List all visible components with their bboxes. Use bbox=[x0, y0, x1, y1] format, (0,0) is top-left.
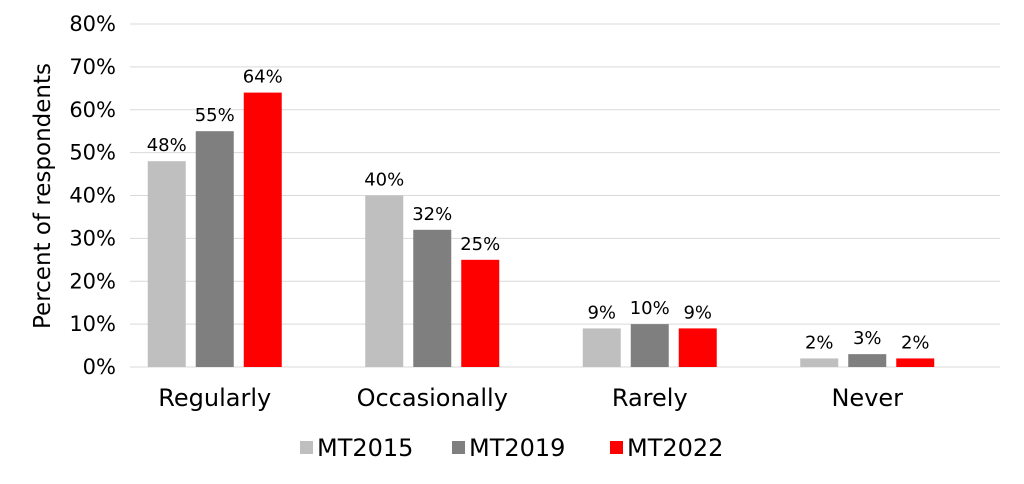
category-label: Regularly bbox=[158, 384, 271, 412]
legend-label-mt2015: MT2015 bbox=[317, 434, 413, 462]
y-tick-label: 70% bbox=[69, 55, 116, 79]
y-tick-label: 30% bbox=[69, 226, 116, 250]
bar-mt2015-occasionally bbox=[365, 195, 404, 367]
legend-swatch-mt2019 bbox=[452, 441, 465, 454]
bars bbox=[147, 92, 935, 367]
category-label: Occasionally bbox=[357, 384, 508, 412]
y-tick-label: 40% bbox=[69, 184, 116, 208]
data-label: 2% bbox=[901, 332, 930, 353]
bar-mt2019-occasionally bbox=[413, 229, 452, 367]
data-label: 9% bbox=[587, 302, 616, 323]
data-label: 10% bbox=[630, 298, 670, 319]
category-label: Rarely bbox=[612, 384, 688, 412]
data-label: 48% bbox=[147, 135, 187, 156]
data-label: 9% bbox=[683, 302, 712, 323]
y-tick-label: 10% bbox=[69, 312, 116, 336]
legend-swatch-mt2022 bbox=[610, 441, 623, 454]
y-tick-label: 60% bbox=[69, 98, 116, 122]
data-label: 64% bbox=[243, 67, 283, 88]
y-tick-label: 50% bbox=[69, 141, 116, 165]
y-tick-label: 0% bbox=[83, 355, 116, 379]
data-label: 3% bbox=[853, 328, 882, 349]
bar-mt2015-regularly bbox=[147, 161, 186, 367]
bar-mt2019-never bbox=[848, 354, 887, 367]
legend-label-mt2022: MT2022 bbox=[627, 434, 723, 462]
bar-mt2019-rarely bbox=[630, 324, 669, 367]
bar-mt2019-regularly bbox=[195, 131, 234, 367]
y-axis-label: Percent of respondents bbox=[30, 63, 56, 329]
category-label: Never bbox=[831, 384, 903, 412]
data-label: 25% bbox=[460, 234, 500, 255]
x-axis-categories: Regularly Occasionally Rarely Never bbox=[158, 384, 903, 412]
data-labels: 48% 55% 64% 40% 32% 25% 9% 10% 9% 2% 3% 2% bbox=[147, 67, 930, 354]
bar-mt2022-occasionally bbox=[461, 259, 500, 367]
bar-mt2022-rarely bbox=[678, 328, 717, 367]
legend-label-mt2019: MT2019 bbox=[469, 434, 565, 462]
bar-mt2015-never bbox=[800, 358, 839, 367]
bar-mt2022-regularly bbox=[243, 92, 282, 367]
legend-swatch-mt2015 bbox=[300, 441, 313, 454]
data-label: 55% bbox=[195, 105, 235, 126]
y-tick-label: 20% bbox=[69, 269, 116, 293]
data-label: 40% bbox=[364, 170, 404, 191]
legend: MT2015 MT2019 MT2022 bbox=[300, 434, 723, 462]
bar-mt2015-rarely bbox=[582, 328, 621, 367]
bar-mt2022-never bbox=[896, 358, 935, 367]
y-tick-label: 80% bbox=[69, 12, 116, 36]
data-label: 2% bbox=[805, 332, 834, 353]
data-label: 32% bbox=[412, 204, 452, 225]
y-axis-ticks: 0% 10% 20% 30% 40% 50% 60% 70% 80% bbox=[69, 12, 116, 379]
